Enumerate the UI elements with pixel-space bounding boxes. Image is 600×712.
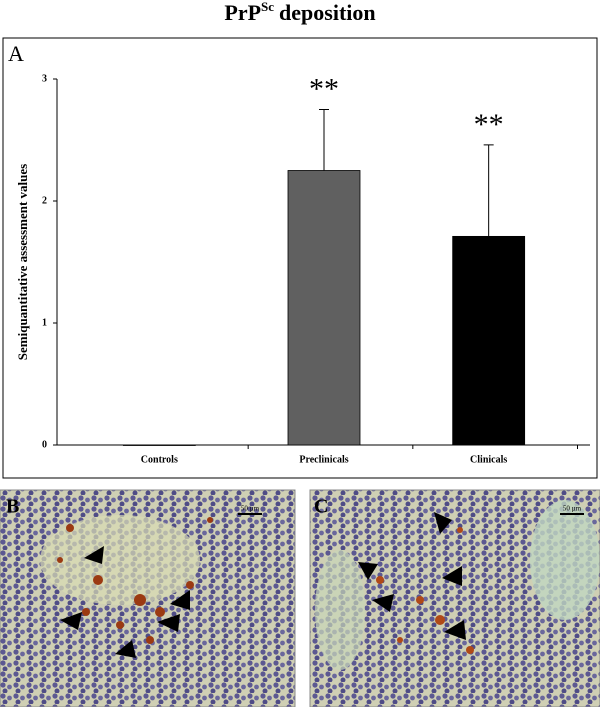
tissue-light — [315, 550, 365, 670]
plot: 0 1 2 3 Semiquantitative assessment values Co… — [15, 72, 590, 465]
panel-frame — [2, 37, 598, 479]
bar — [122, 444, 196, 446]
panel-label: B — [6, 496, 19, 518]
y-tick-label: 2 — [42, 195, 47, 206]
deposits — [57, 517, 213, 644]
micrograph-b: B 50 µm — [0, 489, 296, 708]
panel-label: A — [8, 41, 24, 66]
micrograph-c: C 50 µm — [309, 489, 600, 708]
y-tick-label: 0 — [42, 439, 47, 450]
significance-label: ** — [309, 72, 339, 105]
y-axis-label: Semiquantitative assessment values — [15, 164, 30, 360]
panel-label: C — [314, 496, 328, 518]
bar — [287, 170, 361, 446]
tissue-light — [40, 515, 200, 605]
scale-label: 50 µm — [241, 505, 260, 513]
arrowheads — [358, 512, 466, 640]
scale-label: 50 µm — [563, 505, 582, 513]
x-tick-label: Controls — [141, 454, 178, 465]
y-tick-label: 3 — [42, 73, 47, 84]
figure-title: PrPSc deposition — [224, 0, 375, 25]
y-tick-label: 1 — [42, 317, 47, 328]
title-rest: deposition — [279, 0, 376, 25]
title-superscript: Sc — [261, 0, 274, 14]
significance-label: ** — [474, 108, 504, 141]
bar — [452, 235, 526, 446]
x-tick-label: Preclinicals — [299, 454, 348, 465]
title-base: PrP — [224, 0, 261, 25]
tissue-light — [530, 500, 600, 620]
arrowheads — [60, 546, 190, 658]
x-tick-label: Clinicals — [470, 454, 507, 465]
